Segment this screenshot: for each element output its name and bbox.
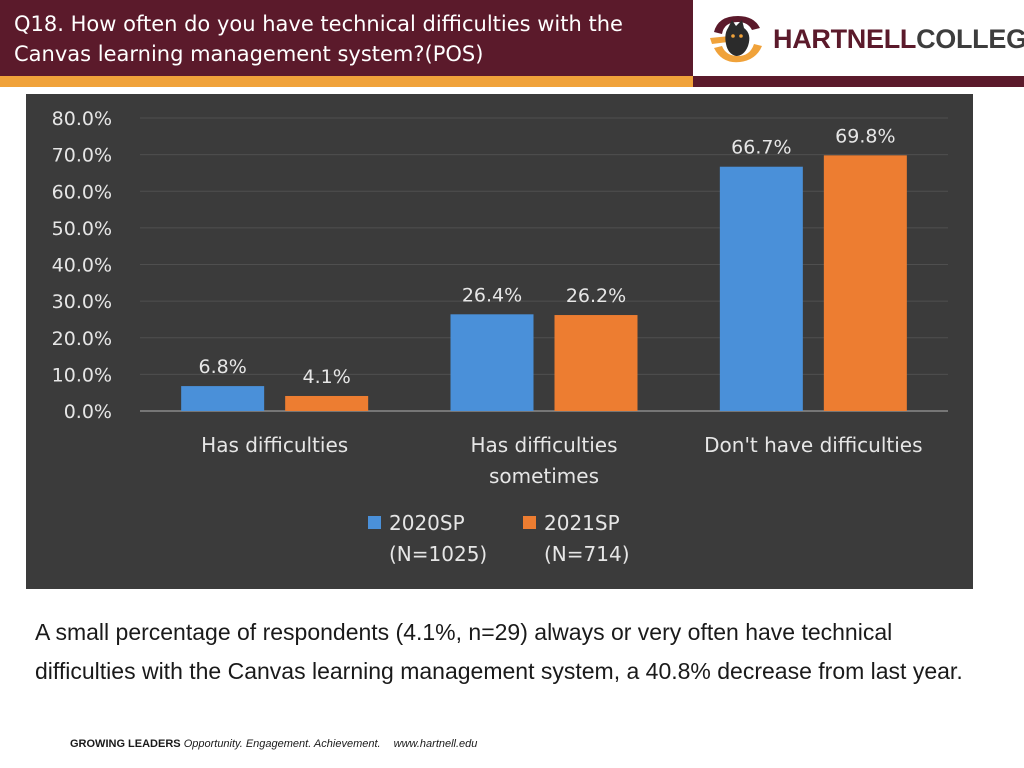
data-label: 69.8%: [835, 125, 895, 147]
data-label: 4.1%: [303, 366, 351, 388]
data-label: 6.8%: [199, 356, 247, 378]
data-label: 26.2%: [566, 285, 626, 307]
bar-2021sp: [823, 155, 907, 411]
summary-text: A small percentage of respondents (4.1%,…: [35, 619, 963, 684]
footer-tagline: Opportunity. Engagement. Achievement.: [183, 738, 381, 750]
bar-2021sp: [285, 395, 369, 411]
x-category-label: Has difficulties: [201, 433, 348, 457]
footer-brand: GROWING LEADERS: [70, 738, 181, 750]
x-category-label: Don't have difficulties: [704, 433, 922, 457]
bar-2020sp: [450, 314, 534, 411]
y-tick-label: 70.0%: [52, 145, 112, 167]
legend-swatch-2020sp: [368, 516, 381, 529]
bar-2021sp: [554, 315, 638, 411]
legend-label: 2020SP: [389, 511, 465, 535]
wordmark-part2: COLLEGE: [916, 24, 1024, 54]
data-label: 26.4%: [462, 284, 522, 306]
x-category-label: Has difficulties: [470, 433, 617, 457]
bar-2020sp: [181, 386, 265, 411]
college-wordmark: HARTNELLCOLLEGE: [773, 24, 1024, 55]
legend-label: 2021SP: [544, 511, 620, 535]
legend-swatch-2021sp: [523, 516, 536, 529]
footer-url: www.hartnell.edu: [393, 738, 478, 750]
slide-title: Q18. How often do you have technical dif…: [14, 12, 623, 66]
title-banner: Q18. How often do you have technical dif…: [0, 0, 693, 76]
y-tick-label: 80.0%: [52, 108, 112, 130]
legend-sublabel: (N=1025): [389, 542, 487, 566]
y-tick-label: 50.0%: [52, 218, 112, 240]
logo-stripe: [693, 76, 1024, 87]
y-tick-label: 20.0%: [52, 328, 112, 350]
accent-stripe: [0, 76, 693, 87]
y-tick-label: 30.0%: [52, 291, 112, 313]
bar-chart: 0.0% 10.0% 20.0% 30.0% 40.0% 50.0% 60.0% 70.0% 8…: [26, 94, 973, 589]
y-tick-label: 0.0%: [64, 401, 112, 423]
y-tick-label: 10.0%: [52, 364, 112, 386]
bar-2020sp: [719, 166, 803, 411]
panther-crest-icon: [708, 12, 766, 70]
y-tick-label: 40.0%: [52, 255, 112, 277]
data-label: 66.7%: [731, 137, 791, 159]
legend-sublabel: (N=714): [544, 542, 630, 566]
chart-canvas: 0.0% 10.0% 20.0% 30.0% 40.0% 50.0% 60.0% 70.0% 8…: [52, 108, 948, 566]
x-category-label: sometimes: [489, 464, 599, 488]
wordmark-part1: HARTNELL: [773, 24, 917, 54]
footer: GROWING LEADERS Opportunity. Engagement.…: [70, 738, 477, 750]
y-tick-label: 60.0%: [52, 181, 112, 203]
